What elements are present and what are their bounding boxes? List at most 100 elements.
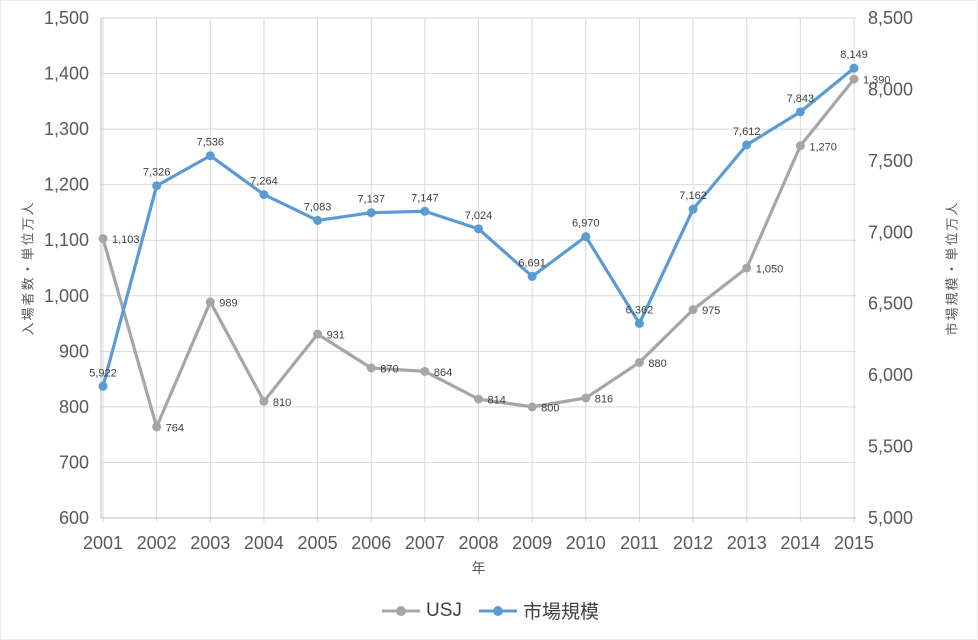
x-tick-label: 2015 — [834, 533, 874, 553]
x-tick-label: 2007 — [405, 533, 445, 553]
data-label-1: 7,326 — [143, 167, 171, 179]
series-marker-0 — [581, 393, 591, 403]
data-label-1: 6,691 — [518, 257, 546, 269]
x-tick-label: 2011 — [620, 533, 659, 553]
x-tick-label: 2013 — [727, 533, 767, 553]
x-tick-label: 2004 — [244, 533, 284, 553]
left-tick-label: 1,500 — [44, 8, 89, 28]
right-tick-label: 6,500 — [868, 294, 913, 314]
series-marker-0 — [98, 234, 108, 244]
series-marker-1 — [742, 140, 752, 150]
series-marker-1 — [527, 271, 537, 281]
x-tick-label: 2002 — [137, 533, 177, 553]
data-label-1: 7,162 — [679, 190, 707, 202]
series-marker-0 — [795, 141, 805, 151]
series-marker-1 — [849, 63, 859, 73]
data-label-0: 1,390 — [863, 75, 891, 87]
series-marker-0 — [366, 363, 376, 373]
left-axis-title: 入場者数・単位万人 — [20, 200, 36, 336]
legend-item-usj: USJ — [381, 600, 462, 622]
series-marker-1 — [795, 107, 805, 117]
right-tick-label: 7,000 — [868, 222, 913, 242]
data-label-1: 7,612 — [733, 126, 761, 138]
series-marker-0 — [205, 297, 215, 307]
series-marker-1 — [366, 208, 376, 218]
left-tick-label: 1,400 — [44, 64, 89, 84]
right-axis-title: 市場規模・単位万人 — [944, 200, 960, 336]
x-tick-label: 2001 — [83, 533, 123, 553]
data-label-0: 931 — [327, 330, 345, 342]
x-tick-label: 2008 — [458, 533, 498, 553]
x-tick-label: 2014 — [780, 533, 820, 553]
legend-marker-market-size-icon — [478, 605, 517, 616]
data-label-1: 7,264 — [250, 176, 278, 188]
data-label-1: 6,362 — [626, 304, 654, 316]
data-label-1: 7,843 — [787, 93, 815, 105]
series-marker-1 — [634, 318, 644, 328]
data-label-1: 7,147 — [411, 192, 439, 204]
chart-svg: 600 700 800 900 1,000 1,100 1,200 1,300 1,400 1,5… — [44, 8, 913, 553]
series-marker-0 — [634, 357, 644, 367]
series-marker-0 — [474, 394, 483, 404]
series-marker-0 — [259, 396, 269, 406]
series-marker-1 — [152, 181, 162, 191]
left-tick-label: 1,100 — [44, 230, 89, 250]
series-marker-1 — [98, 381, 108, 391]
series-marker-0 — [420, 366, 430, 376]
data-label-1: 7,083 — [304, 201, 332, 213]
right-tick-label: 7,500 — [868, 151, 913, 171]
series-marker-1 — [474, 224, 483, 234]
series-marker-1 — [420, 206, 430, 216]
right-tick-label: 8,000 — [868, 79, 913, 99]
x-tick-label: 2010 — [566, 533, 606, 553]
data-label-1: 6,970 — [572, 218, 600, 230]
legend-marker-usj-icon — [382, 605, 421, 616]
series-marker-1 — [259, 190, 269, 200]
series-marker-1 — [581, 232, 591, 242]
data-label-1: 7,137 — [357, 194, 385, 206]
left-tick-label: 1,200 — [44, 175, 89, 195]
data-label-0: 810 — [273, 397, 291, 409]
data-label-0: 1,270 — [809, 141, 837, 153]
right-tick-label: 5,500 — [868, 437, 913, 457]
x-tick-label: 2012 — [673, 533, 713, 553]
right-tick-label: 6,000 — [868, 365, 913, 385]
data-label-0: 989 — [219, 297, 237, 309]
right-tick-label: 8,500 — [868, 8, 913, 28]
left-tick-label: 600 — [59, 508, 89, 528]
legend-label-usj: USJ — [426, 599, 462, 621]
x-axis-title: 年 — [471, 560, 486, 576]
data-label-1: 8,149 — [840, 49, 868, 61]
data-label-0: 975 — [702, 305, 720, 317]
series-marker-0 — [527, 402, 537, 412]
series-marker-0 — [688, 305, 698, 315]
series-marker-0 — [742, 263, 752, 273]
left-tick-label: 800 — [59, 397, 89, 417]
x-tick-label: 2009 — [512, 533, 552, 553]
x-tick-label: 2006 — [351, 533, 391, 553]
data-label-0: 864 — [434, 367, 452, 379]
legend: USJ 市場規模 — [1, 597, 977, 624]
legend-item-market-size: 市場規模 — [478, 597, 599, 624]
series-marker-1 — [313, 215, 323, 225]
data-label-0: 870 — [380, 364, 398, 376]
right-tick-label: 5,000 — [868, 508, 913, 528]
left-tick-label: 700 — [59, 452, 89, 472]
data-label-1: 5,922 — [89, 367, 117, 379]
data-label-0: 1,103 — [112, 234, 140, 246]
series-marker-0 — [152, 422, 162, 432]
series-marker-1 — [205, 151, 215, 161]
x-tick-label: 2005 — [298, 533, 338, 553]
data-label-0: 764 — [166, 422, 184, 434]
left-tick-label: 900 — [59, 341, 89, 361]
data-label-1: 7,024 — [465, 210, 493, 222]
left-tick-label: 1,000 — [44, 286, 89, 306]
data-label-0: 880 — [648, 358, 666, 370]
data-label-0: 814 — [488, 395, 506, 407]
data-label-0: 800 — [541, 402, 559, 414]
x-tick-label: 2003 — [190, 533, 230, 553]
left-tick-label: 1,300 — [44, 119, 89, 139]
series-marker-1 — [688, 204, 698, 214]
data-label-0: 1,050 — [756, 264, 784, 276]
